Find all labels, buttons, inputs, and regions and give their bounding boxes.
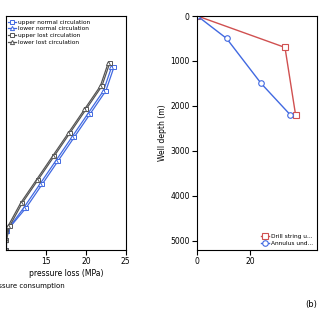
upper normal circulation bbox=[72, 136, 76, 140]
Annulus und... bbox=[196, 14, 199, 18]
lower lost circulation bbox=[51, 154, 54, 158]
upper normal circulation bbox=[56, 159, 60, 163]
upper normal circulation bbox=[4, 248, 8, 252]
upper lost circulation bbox=[68, 131, 72, 135]
upper lost circulation bbox=[36, 178, 40, 181]
upper normal circulation bbox=[104, 89, 108, 93]
upper lost circulation bbox=[52, 154, 56, 158]
Line: Annulus und...: Annulus und... bbox=[195, 13, 293, 118]
lower lost circulation bbox=[6, 224, 10, 228]
lower lost circulation bbox=[4, 238, 8, 242]
Legend: Drill string u..., Annulus und...: Drill string u..., Annulus und... bbox=[260, 233, 314, 247]
lower lost circulation bbox=[4, 248, 8, 252]
upper lost circulation bbox=[108, 61, 112, 65]
Text: (b): (b) bbox=[305, 300, 317, 309]
lower lost circulation bbox=[83, 108, 86, 111]
Drill string u... bbox=[294, 113, 298, 117]
Line: lower lost circulation: lower lost circulation bbox=[4, 60, 110, 252]
Line: Drill string u...: Drill string u... bbox=[195, 13, 298, 118]
upper normal circulation bbox=[40, 182, 44, 186]
upper normal circulation bbox=[24, 206, 28, 210]
upper lost circulation bbox=[8, 224, 12, 228]
upper normal circulation bbox=[4, 238, 8, 242]
Line: upper normal circulation: upper normal circulation bbox=[4, 65, 116, 252]
Legend: upper normal circulation, lower normal circulation, upper lost circulation, lowe: upper normal circulation, lower normal c… bbox=[7, 19, 91, 45]
Y-axis label: Well depth (m): Well depth (m) bbox=[158, 105, 167, 161]
lower lost circulation bbox=[67, 131, 70, 135]
lower normal circulation bbox=[70, 136, 74, 140]
lower normal circulation bbox=[5, 229, 9, 233]
Line: upper lost circulation: upper lost circulation bbox=[4, 60, 112, 252]
Annulus und... bbox=[288, 113, 292, 117]
lower normal circulation bbox=[4, 248, 8, 252]
Annulus und... bbox=[225, 36, 228, 40]
Line: lower normal circulation: lower normal circulation bbox=[4, 65, 114, 252]
upper normal circulation bbox=[5, 229, 9, 233]
lower normal circulation bbox=[101, 89, 105, 93]
upper lost circulation bbox=[20, 201, 24, 205]
lower normal circulation bbox=[22, 206, 26, 210]
X-axis label: pressure loss (MPa): pressure loss (MPa) bbox=[29, 269, 103, 278]
Text: pressure consumption: pressure consumption bbox=[0, 283, 64, 289]
upper lost circulation bbox=[4, 238, 8, 242]
Annulus und... bbox=[259, 82, 263, 85]
upper lost circulation bbox=[100, 84, 104, 88]
lower normal circulation bbox=[4, 238, 8, 242]
lower lost circulation bbox=[106, 61, 110, 65]
lower normal circulation bbox=[86, 112, 90, 116]
Drill string u... bbox=[196, 14, 199, 18]
upper lost circulation bbox=[4, 248, 8, 252]
lower lost circulation bbox=[98, 84, 102, 88]
upper normal circulation bbox=[88, 112, 92, 116]
upper normal circulation bbox=[112, 66, 116, 69]
lower normal circulation bbox=[38, 182, 42, 186]
lower lost circulation bbox=[35, 178, 39, 181]
lower normal circulation bbox=[109, 66, 113, 69]
lower lost circulation bbox=[19, 201, 23, 205]
upper lost circulation bbox=[84, 108, 88, 111]
lower normal circulation bbox=[54, 159, 58, 163]
Drill string u... bbox=[283, 45, 287, 49]
